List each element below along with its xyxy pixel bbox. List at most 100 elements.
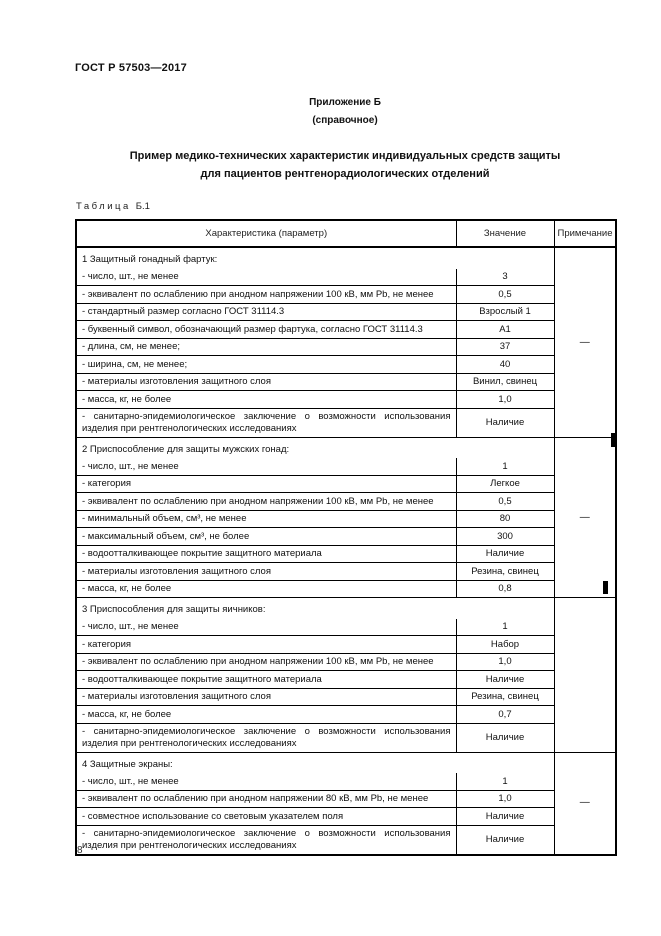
param-cell: - эквивалент по ослаблению при анодном н… <box>76 492 456 510</box>
param-cell: - стандартный размер согласно ГОСТ 31114… <box>76 302 456 321</box>
note-cell: — <box>553 246 616 437</box>
param-cell: - эквивалент по ослаблению при анодном н… <box>76 652 456 671</box>
page-number: 8 <box>77 845 83 856</box>
table-row: - категория Набор <box>76 635 616 653</box>
table-caption-word: Таблица <box>76 201 131 212</box>
param-cell: - водоотталкивающее покрытие защитного м… <box>76 544 456 563</box>
table-row: - водоотталкивающее покрытие защитного м… <box>76 544 616 563</box>
param-cell: - ширина, см, не менее; <box>76 355 456 373</box>
param-cell: - масса, кг, не более <box>76 705 456 723</box>
section-title: 3 Приспособления для защиты яичников: <box>76 597 554 619</box>
table-row: - стандартный размер согласно ГОСТ 31114… <box>76 302 616 321</box>
note-cell: — <box>553 751 616 855</box>
appendix-label: Приложение Б <box>309 97 381 108</box>
table-caption: Таблица Б.1 <box>76 201 150 212</box>
value-cell: 300 <box>455 527 554 545</box>
param-cell: - число, шт., не менее <box>82 621 179 632</box>
header-value: Значение <box>455 220 554 248</box>
value-cell: Наличие <box>455 544 554 563</box>
param-cell: - санитарно-эпидемиологическое заключени… <box>76 722 456 752</box>
value-cell: А1 <box>455 320 554 338</box>
table-row: - эквивалент по ослаблению при анодном н… <box>76 652 616 671</box>
table-row: - санитарно-эпидемиологическое заключени… <box>76 824 616 855</box>
value-cell: 1,0 <box>455 652 554 671</box>
value-cell: 1,0 <box>455 390 554 408</box>
value-cell: 1 <box>455 618 554 636</box>
value-cell: Наличие <box>455 670 554 688</box>
value-cell: Винил, свинец <box>455 372 554 391</box>
appendix-kind: (справочное) <box>312 115 378 126</box>
table-row: - буквенный символ, обозначающий размер … <box>76 320 616 338</box>
table-caption-number: Б.1 <box>135 201 150 212</box>
table-row: - эквивалент по ослаблению при анодном н… <box>76 492 616 510</box>
value-cell: Взрослый 1 <box>455 302 554 321</box>
value-cell: 80 <box>455 509 554 528</box>
table-header-row: Характеристика (параметр) Значение Приме… <box>76 220 616 248</box>
param-cell: - категория <box>76 635 456 653</box>
table-row: - масса, кг, не более 0,8 <box>76 579 616 598</box>
param-cell: - водоотталкивающее покрытие защитного м… <box>76 670 456 688</box>
value-cell: Наличие <box>455 807 554 825</box>
param-cell: - материалы изготовления защитного слоя <box>76 372 456 391</box>
table-row: - масса, кг, не более 0,7 <box>76 705 616 723</box>
doc-number: ГОСТ Р 57503—2017 <box>75 62 187 74</box>
value-cell: 0,5 <box>455 285 554 303</box>
section-title: 1 Защитный гонадный фартук: <box>76 246 554 269</box>
scan-artifact <box>611 433 615 447</box>
value-cell: Резина, свинец <box>455 562 554 580</box>
table-row: - материалы изготовления защитного слоя Р… <box>76 687 616 706</box>
value-cell: 0,8 <box>455 579 554 598</box>
table-row: - санитарно-эпидемиологическое заключени… <box>76 407 616 437</box>
table-row: - санитарно-эпидемиологическое заключени… <box>76 722 616 752</box>
table-row: - совместное использование со световым у… <box>76 807 616 825</box>
param-cell: - санитарно-эпидемиологическое заключени… <box>76 824 456 855</box>
header-note: Примечание <box>553 220 616 248</box>
value-cell: Легкое <box>455 474 554 493</box>
table-row: - число, шт., не менее 3 <box>76 268 616 286</box>
section-title-row: 3 Приспособления для защиты яичников: <box>76 597 616 752</box>
table-row: - длина, см, не менее; 37 <box>76 337 616 356</box>
param-cell: - совместное использование со световым у… <box>76 807 456 825</box>
param-cell: - категория <box>76 474 456 493</box>
param-cell: - число, шт., не менее <box>82 775 179 787</box>
page-title-line2: для пациентов рентгенорадиологических от… <box>200 167 490 180</box>
appendix-block: Приложение Б (справочное) <box>75 94 615 130</box>
table-row: - ширина, см, не менее; 40 <box>76 355 616 373</box>
section-title: 4 Защитные экраны: <box>76 751 554 773</box>
value-cell: 0,7 <box>455 705 554 723</box>
param-cell: - материалы изготовления защитного слоя <box>76 687 456 706</box>
note-cell: — <box>553 436 616 598</box>
section-title: 2 Приспособление для защиты мужских гона… <box>76 436 554 458</box>
value-cell: Набор <box>455 635 554 653</box>
param-cell: - санитарно-эпидемиологическое заключени… <box>76 407 456 437</box>
param-cell: - материалы изготовления защитного слоя <box>76 562 456 580</box>
note-cell <box>553 597 616 752</box>
param-cell: - масса, кг, не более <box>76 390 456 408</box>
param-cell: - эквивалент по ослаблению при анодном н… <box>76 285 456 303</box>
value-cell: Резина, свинец <box>455 687 554 706</box>
page-title: Пример медико-технических характеристик … <box>75 148 615 183</box>
value-cell: 1,0 <box>455 789 554 808</box>
table-row: - эквивалент по ослаблению при анодном н… <box>76 789 616 808</box>
value-cell: 0,5 <box>455 492 554 510</box>
section-title-row: 1 Защитный гонадный фартук: — <box>76 246 616 437</box>
section-title-row: 4 Защитные экраны: — <box>76 751 616 855</box>
section-title-row: 2 Приспособление для защиты мужских гона… <box>76 436 616 598</box>
param-cell: - максимальный объем, см³, не более <box>76 527 456 545</box>
table-row: - число, шт., не менее 1 <box>76 458 616 475</box>
value-cell: Наличие <box>455 407 554 437</box>
param-cell: - длина, см, не менее; <box>76 337 456 356</box>
param-cell: - число, шт., не менее <box>82 271 179 282</box>
value-cell: 1 <box>455 458 554 475</box>
table-body: 1 Защитный гонадный фартук: — - число, шт.… <box>76 246 616 855</box>
value-cell: 40 <box>455 355 554 373</box>
table-row: - максимальный объем, см³, не более 300 <box>76 527 616 545</box>
table-row: - минимальный объем, см³, не менее 80 <box>76 509 616 528</box>
table-row: - число, шт., не менее 1 <box>76 618 616 636</box>
value-cell: Наличие <box>455 722 554 752</box>
page-title-line1: Пример медико-технических характеристик … <box>129 150 561 162</box>
scan-artifact <box>603 581 608 594</box>
param-cell: - эквивалент по ослаблению при анодном н… <box>76 789 456 808</box>
table-row: - эквивалент по ослаблению при анодном н… <box>76 285 616 303</box>
